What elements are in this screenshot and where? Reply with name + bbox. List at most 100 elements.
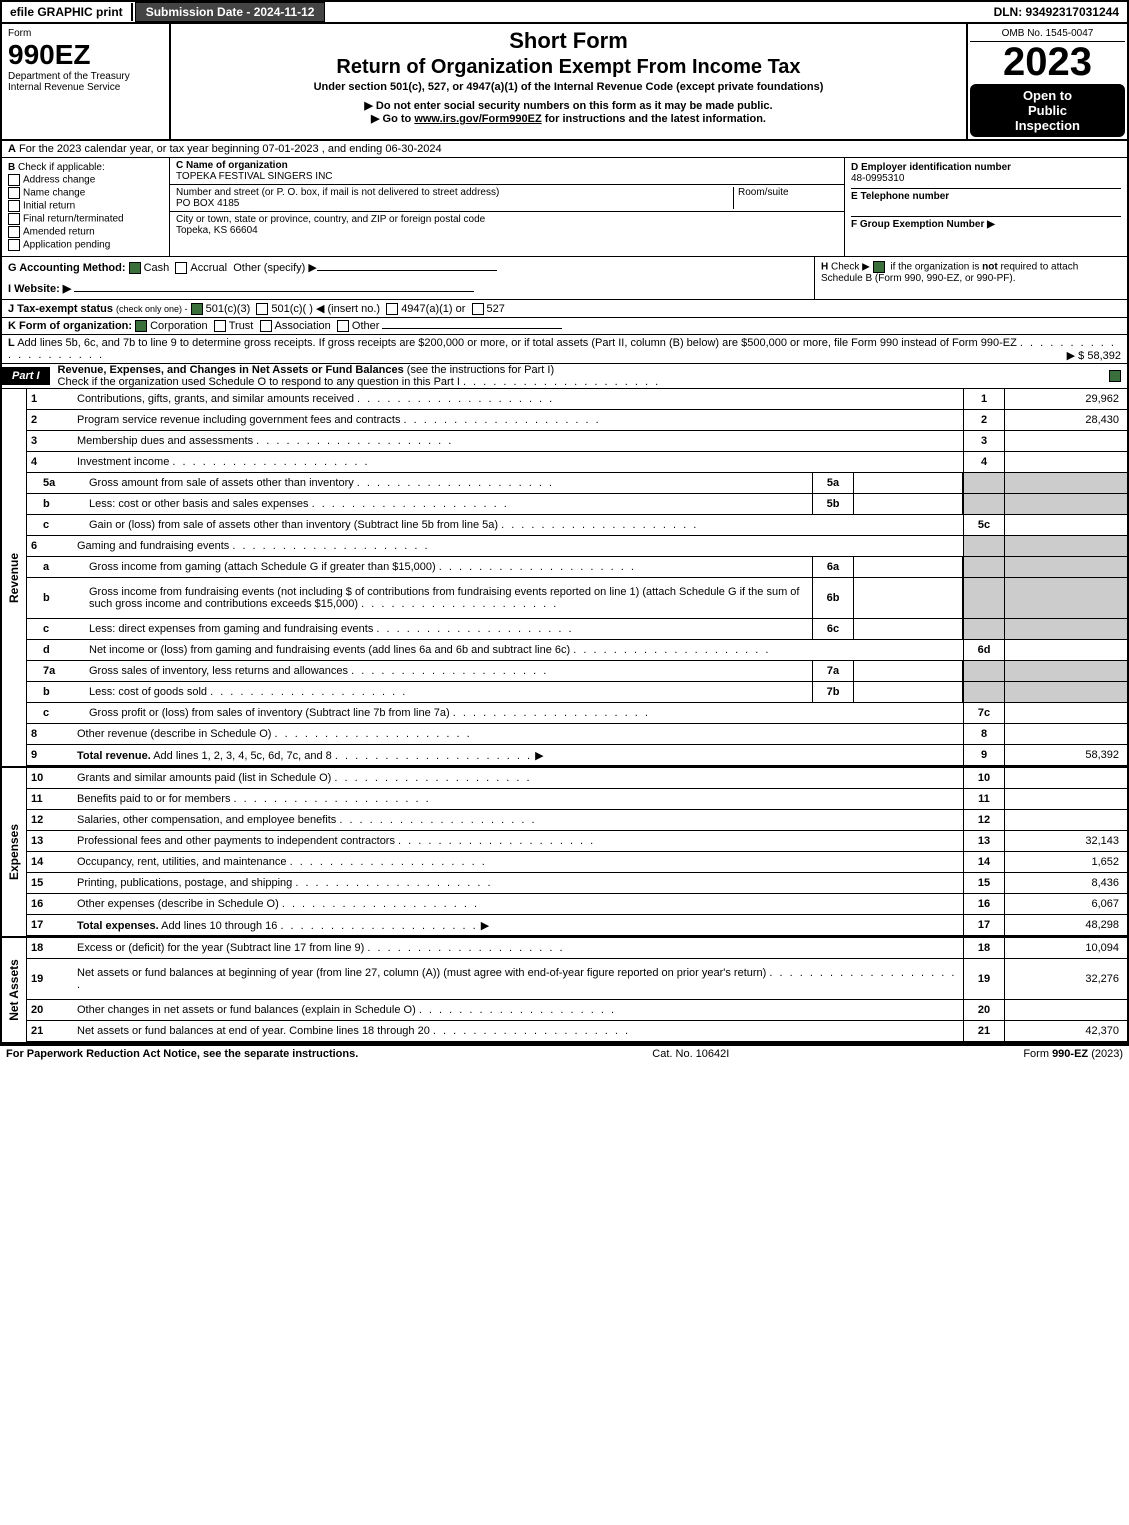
expenses-vlabel: Expenses — [2, 768, 27, 936]
rev-midnum-7b: 7b — [812, 682, 854, 702]
check-address-change[interactable]: Address change — [8, 174, 163, 186]
rev-midnum-5b: 5b — [812, 494, 854, 514]
net-rval-20 — [1005, 1000, 1127, 1020]
rev-rval-a — [1005, 557, 1127, 577]
check-501c3[interactable] — [191, 303, 203, 315]
rev-row-2: 2Program service revenue including gover… — [27, 410, 1127, 431]
check-4947[interactable] — [386, 303, 398, 315]
rev-desc-5a: Gross amount from sale of assets other t… — [85, 475, 812, 491]
check-accrual[interactable] — [175, 262, 187, 274]
section-b: B Check if applicable: Address change Na… — [2, 158, 170, 256]
trust-label: Trust — [229, 320, 254, 332]
group-exemption-label: F Group Exemption Number ▶ — [851, 216, 1121, 230]
rev-row-c: cLess: direct expenses from gaming and f… — [27, 619, 1127, 640]
rev-rnum-2: 2 — [963, 410, 1005, 430]
row-ghi: G Accounting Method: Cash Accrual Other … — [0, 257, 1129, 300]
check-cash[interactable] — [129, 262, 141, 274]
rev-rnum-4: 4 — [963, 452, 1005, 472]
check-trust[interactable] — [214, 320, 226, 332]
line-l: L Add lines 5b, 6c, and 7b to line 9 to … — [0, 335, 1129, 364]
open-line-3: Inspection — [974, 118, 1121, 133]
check-501c[interactable] — [256, 303, 268, 315]
rev-rnum-a — [963, 557, 1005, 577]
revenue-rows: 1Contributions, gifts, grants, and simil… — [27, 389, 1127, 766]
rev-desc-2: Program service revenue including govern… — [73, 412, 963, 428]
top-bar-left: efile GRAPHIC print Submission Date - 20… — [2, 2, 325, 22]
rev-num-c: c — [27, 705, 85, 721]
rev-midnum-6a: 6a — [812, 557, 854, 577]
check-527[interactable] — [472, 303, 484, 315]
rev-row-4: 4Investment income 4 — [27, 452, 1127, 473]
rev-rval-4 — [1005, 452, 1127, 472]
efile-print-button[interactable]: efile GRAPHIC print — [2, 3, 133, 21]
form-subtitle: Under section 501(c), 527, or 4947(a)(1)… — [175, 81, 962, 93]
net-num-19: 19 — [27, 971, 73, 987]
section-bcdef: B Check if applicable: Address change Na… — [0, 158, 1129, 257]
part1-title: Revenue, Expenses, and Changes in Net As… — [58, 364, 404, 376]
exp-row-14: 14Occupancy, rent, utilities, and mainte… — [27, 852, 1127, 873]
exp-num-11: 11 — [27, 791, 73, 807]
net-rval-21: 42,370 — [1005, 1021, 1127, 1041]
rev-rnum-blank-6 — [963, 536, 1005, 556]
exp-num-13: 13 — [27, 833, 73, 849]
revenue-section: Revenue 1Contributions, gifts, grants, a… — [0, 389, 1129, 766]
check-amended-return[interactable]: Amended return — [8, 226, 163, 238]
exp-rval-15: 8,436 — [1005, 873, 1127, 893]
rev-desc-c: Gain or (loss) from sale of assets other… — [85, 517, 963, 533]
rev-row-d: dNet income or (loss) from gaming and fu… — [27, 640, 1127, 661]
rev-row-9: 9Total revenue. Add lines 1, 2, 3, 4, 5c… — [27, 745, 1127, 766]
check-other-org[interactable] — [337, 320, 349, 332]
part1-label: Part I — [2, 367, 50, 385]
rev-desc-9: Total revenue. Add lines 1, 2, 3, 4, 5c,… — [73, 747, 963, 764]
dept-treasury: Department of the Treasury — [8, 71, 163, 82]
exp-rnum-17: 17 — [963, 915, 1005, 935]
exp-rval-12 — [1005, 810, 1127, 830]
check-corporation[interactable] — [135, 320, 147, 332]
rev-row-c: cGross profit or (loss) from sales of in… — [27, 703, 1127, 724]
website-input[interactable] — [74, 291, 474, 292]
rev-rval-5a — [1005, 473, 1127, 493]
other-input[interactable] — [317, 270, 497, 271]
check-association[interactable] — [260, 320, 272, 332]
rev-rval-b — [1005, 578, 1127, 618]
rev-rnum-7c: 7c — [963, 703, 1005, 723]
rev-rnum-5c: 5c — [963, 515, 1005, 535]
other-org-input[interactable] — [382, 328, 562, 329]
header-center: Short Form Return of Organization Exempt… — [171, 24, 966, 139]
net-rnum-21: 21 — [963, 1021, 1005, 1041]
rev-num-8: 8 — [27, 726, 73, 742]
check-schedule-o[interactable] — [1109, 370, 1121, 382]
rev-midval-6b — [854, 578, 963, 618]
net-num-18: 18 — [27, 940, 73, 956]
irs-link[interactable]: www.irs.gov/Form990EZ — [414, 113, 541, 125]
rev-rval-5c — [1005, 515, 1127, 535]
rev-row-c: cGain or (loss) from sale of assets othe… — [27, 515, 1127, 536]
line-l-text: Add lines 5b, 6c, and 7b to line 9 to de… — [17, 337, 1017, 349]
net-desc-19: Net assets or fund balances at beginning… — [73, 965, 963, 993]
rev-num-b: b — [27, 496, 85, 512]
rev-num-4: 4 — [27, 454, 73, 470]
rev-num-6: 6 — [27, 538, 73, 554]
rev-row-a: aGross income from gaming (attach Schedu… — [27, 557, 1127, 578]
rev-desc-b: Less: cost or other basis and sales expe… — [85, 496, 812, 512]
rev-desc-b: Less: cost of goods sold — [85, 684, 812, 700]
line-j-sub: (check only one) - — [116, 304, 188, 314]
exp-desc-13: Professional fees and other payments to … — [73, 833, 963, 849]
rev-midval-7b — [854, 682, 963, 702]
check-final-return[interactable]: Final return/terminated — [8, 213, 163, 225]
check-initial-return[interactable]: Initial return — [8, 200, 163, 212]
rev-row-b: bLess: cost or other basis and sales exp… — [27, 494, 1127, 515]
exp-desc-16: Other expenses (describe in Schedule O) — [73, 896, 963, 912]
rev-midval-5a — [854, 473, 963, 493]
part1-sub: (see the instructions for Part I) — [407, 364, 554, 376]
submission-date-button[interactable]: Submission Date - 2024-11-12 — [135, 2, 326, 22]
rev-desc-7a: Gross sales of inventory, less returns a… — [85, 663, 812, 679]
check-schedule-b[interactable] — [873, 261, 885, 273]
exp-desc-12: Salaries, other compensation, and employ… — [73, 812, 963, 828]
header-right: OMB No. 1545-0047 2023 Open to Public In… — [966, 24, 1127, 139]
section-def: D Employer identification number 48-0995… — [844, 158, 1127, 256]
rev-rval-8 — [1005, 724, 1127, 744]
check-name-change[interactable]: Name change — [8, 187, 163, 199]
check-application-pending[interactable]: Application pending — [8, 239, 163, 251]
footer-right: Form 990-EZ (2023) — [1023, 1048, 1123, 1060]
